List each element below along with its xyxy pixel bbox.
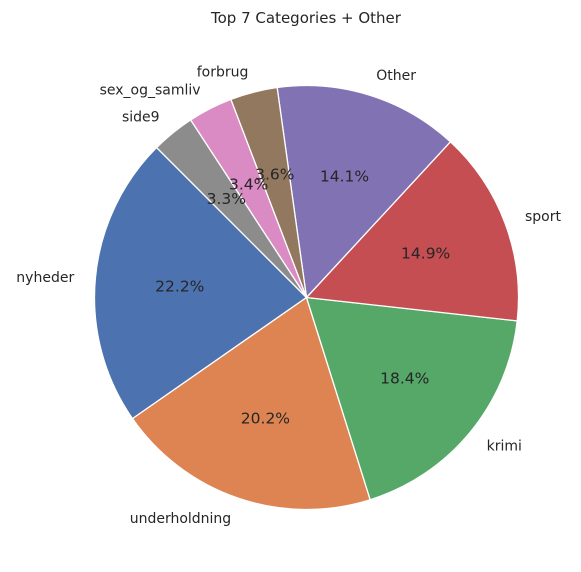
slice-label: sport bbox=[525, 209, 562, 225]
percent-label: 18.4% bbox=[380, 370, 429, 388]
slice-label: Other bbox=[376, 68, 416, 84]
pie-slice-nyheder bbox=[93, 146, 308, 420]
pie-slice-other bbox=[276, 84, 452, 299]
pie-wedges bbox=[93, 84, 520, 511]
percent-label: 3.6% bbox=[255, 166, 294, 184]
pie-labels: nyheder 22.2% underholdning 20.2% krimi 18.4%… bbox=[16, 65, 561, 528]
percent-label: 20.2% bbox=[241, 409, 290, 427]
percent-label: 3.4% bbox=[229, 176, 268, 194]
pie-slice-sport bbox=[305, 140, 520, 322]
pie-slice-underholdning bbox=[131, 296, 372, 511]
percent-label: 22.2% bbox=[155, 278, 204, 296]
percent-label: 14.9% bbox=[401, 244, 450, 262]
percent-label: 14.1% bbox=[320, 168, 369, 186]
slice-label: sex_og_samliv bbox=[100, 83, 201, 99]
slice-label: side9 bbox=[122, 109, 160, 125]
slice-label: forbrug bbox=[197, 65, 249, 81]
chart-title: Top 7 Categories + Other bbox=[210, 9, 402, 27]
slice-label: underholdning bbox=[130, 511, 232, 527]
percent-label: 3.3% bbox=[207, 190, 246, 208]
slice-label: krimi bbox=[487, 438, 522, 454]
pie-slice-krimi bbox=[305, 296, 518, 501]
pie-slice-side9 bbox=[155, 119, 308, 298]
slice-label: nyheder bbox=[16, 270, 74, 286]
